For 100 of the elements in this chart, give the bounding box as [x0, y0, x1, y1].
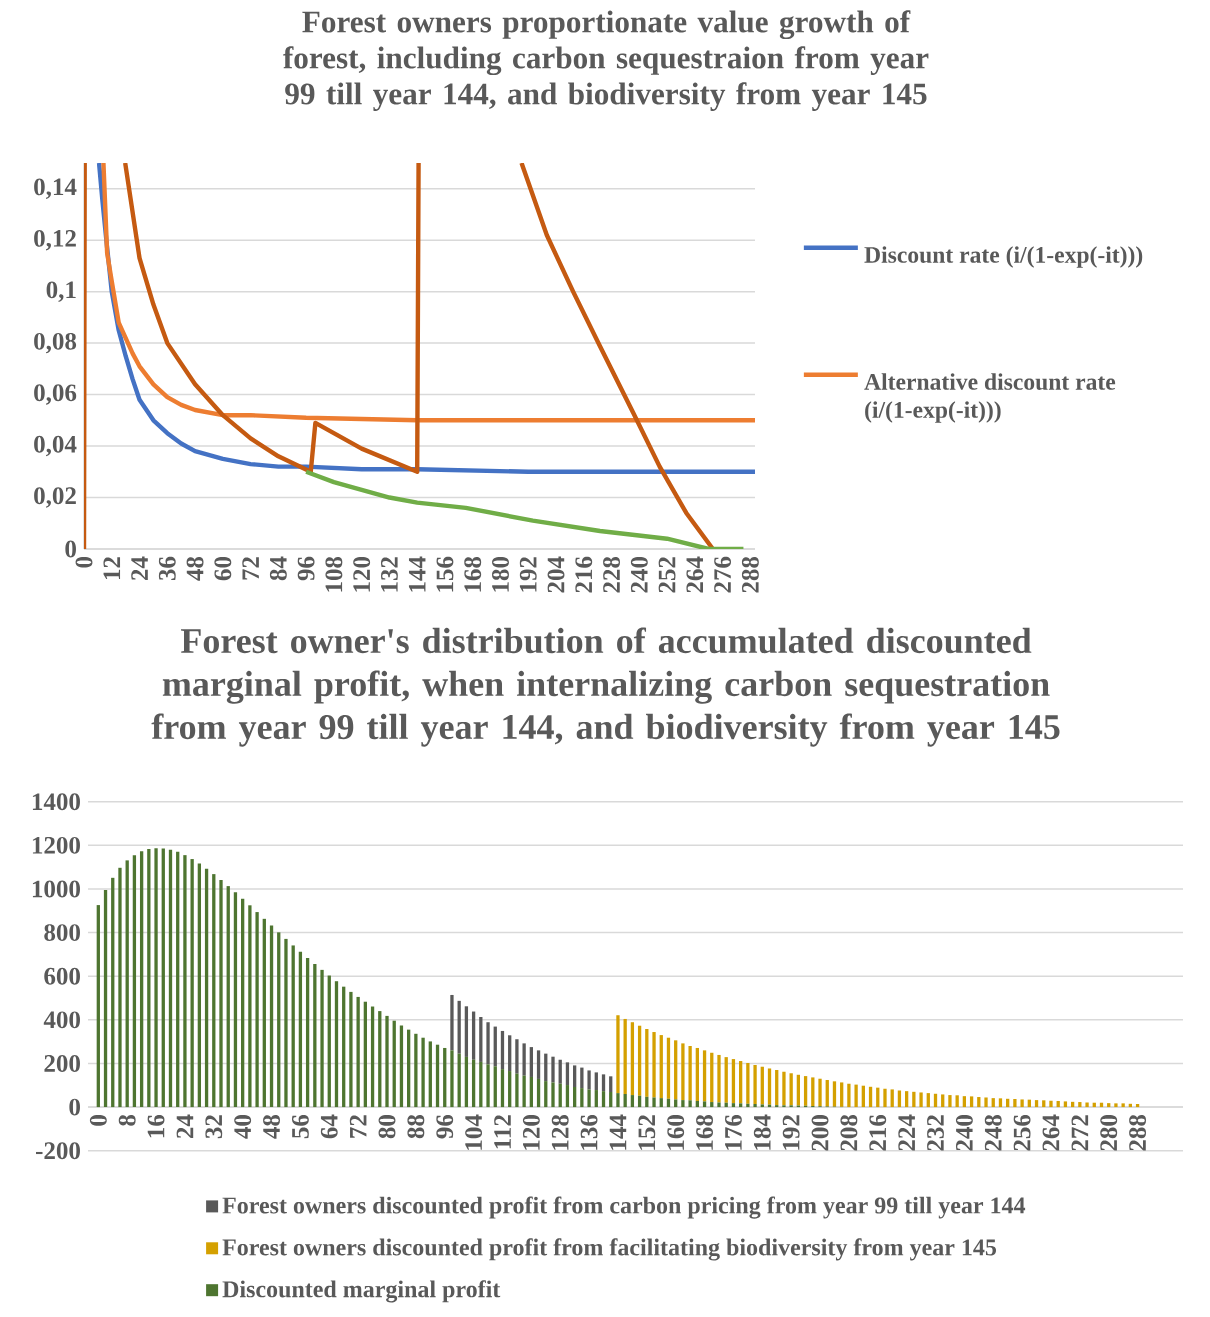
bar [349, 991, 353, 1108]
x-tick-label: 48 [186, 556, 204, 581]
x-tick-label: 12 [103, 557, 121, 580]
bar [731, 1103, 736, 1108]
y-tick-label: 0,08 [34, 332, 77, 354]
y-tick-label: 200 [44, 1055, 80, 1072]
bar [645, 1028, 649, 1097]
bar [573, 1065, 577, 1088]
x-tick-label: 80 [378, 1115, 396, 1139]
bar [962, 1096, 967, 1108]
bar [176, 851, 180, 1108]
x-tick-label: 96 [297, 556, 315, 581]
y-tick-label: 0,04 [34, 435, 77, 457]
x-tick-label: 16 [147, 1114, 165, 1138]
bar [536, 1078, 541, 1108]
bar [652, 1032, 656, 1098]
bar [688, 1046, 692, 1101]
bar [125, 860, 129, 1108]
bar [154, 848, 158, 1108]
bar [241, 898, 245, 1108]
bar [948, 1095, 952, 1108]
bar [378, 1011, 382, 1108]
bar [508, 1071, 512, 1108]
bar [450, 1050, 454, 1108]
bar [443, 1047, 447, 1108]
bar [803, 1076, 808, 1106]
bar [991, 1098, 995, 1108]
x-tick-label: 216 [869, 1114, 887, 1151]
bar [688, 1100, 692, 1108]
y-tick-label: 400 [43, 1011, 80, 1029]
bar [710, 1052, 714, 1103]
bar [96, 905, 100, 1108]
legend-label: Forest owners discounted profit from facilitating biodiversity from year 145 [222, 1238, 997, 1261]
bar [782, 1071, 786, 1106]
bar [269, 925, 274, 1108]
x-tick-label: 192 [519, 557, 537, 592]
y-tick-label: 0,02 [34, 487, 76, 508]
bar [486, 1022, 490, 1065]
bar [840, 1082, 844, 1107]
bar [926, 1093, 930, 1108]
chart-title: Forest owners proportionate value growth of forest, including carbon sequestraion from year 99 till year 144, and biodiversity from year 145 [283, 10, 929, 111]
bar [854, 1084, 858, 1108]
bar [731, 1059, 736, 1104]
x-tick-label: 108 [325, 556, 343, 592]
bar [1121, 1103, 1125, 1108]
x-tick-label: 104 [465, 1114, 483, 1150]
bar [1049, 1100, 1053, 1108]
x-tick-label: 240 [955, 1115, 973, 1151]
bar [479, 1016, 483, 1062]
bar [587, 1089, 591, 1108]
x-tick-label: 96 [436, 1114, 454, 1139]
bar [132, 855, 137, 1108]
x-tick-label: 144 [408, 556, 426, 592]
bar [313, 963, 317, 1108]
x-tick-label: 288 [741, 556, 759, 593]
bar [580, 1088, 584, 1108]
bar [818, 1078, 822, 1107]
bar [746, 1103, 750, 1108]
x-tick-label: 264 [1042, 1114, 1060, 1151]
bar [197, 863, 202, 1108]
bar [161, 848, 165, 1108]
bar [147, 849, 151, 1108]
x-tick-label: 48 [263, 1114, 280, 1139]
x-tick-label: 288 [1129, 1114, 1147, 1151]
bar [616, 1015, 620, 1094]
bar [753, 1104, 757, 1108]
bar [486, 1064, 490, 1108]
x-tick-label: 228 [603, 556, 620, 593]
bar [811, 1077, 815, 1106]
x-tick-label: 24 [176, 1114, 194, 1139]
x-tick-label: 160 [667, 1115, 685, 1150]
x-tick-label: 56 [291, 1114, 309, 1139]
bar [890, 1089, 894, 1108]
bar [681, 1100, 685, 1108]
bar [111, 877, 115, 1108]
bar [363, 1001, 367, 1108]
bar [767, 1068, 772, 1105]
y-tick-label: 1200 [32, 836, 80, 854]
x-tick-label: 184 [753, 1114, 771, 1150]
bar [760, 1104, 764, 1108]
bar [219, 880, 223, 1108]
bar [594, 1072, 598, 1091]
x-tick-label: 120 [353, 557, 371, 592]
x-tick-label: 276 [714, 556, 732, 593]
legend-label: Alternative discount rate (i/(1-exp(-it))) [864, 373, 1116, 423]
bar [594, 1090, 598, 1108]
x-tick-label: 152 [638, 1115, 656, 1150]
bar [1063, 1101, 1068, 1108]
bar [464, 1006, 469, 1057]
bar [522, 1075, 526, 1108]
bar [284, 938, 288, 1108]
x-tick-label: 60 [214, 557, 232, 581]
bar [587, 1070, 591, 1090]
bar [370, 1006, 375, 1108]
bar [457, 1000, 461, 1054]
bar [399, 1025, 404, 1108]
legend-label: Discount rate (i/(1-exp(-it))) [864, 246, 1143, 268]
bar [1020, 1099, 1024, 1108]
x-tick-label: 120 [522, 1115, 540, 1150]
x-tick-label: 156 [436, 556, 454, 592]
